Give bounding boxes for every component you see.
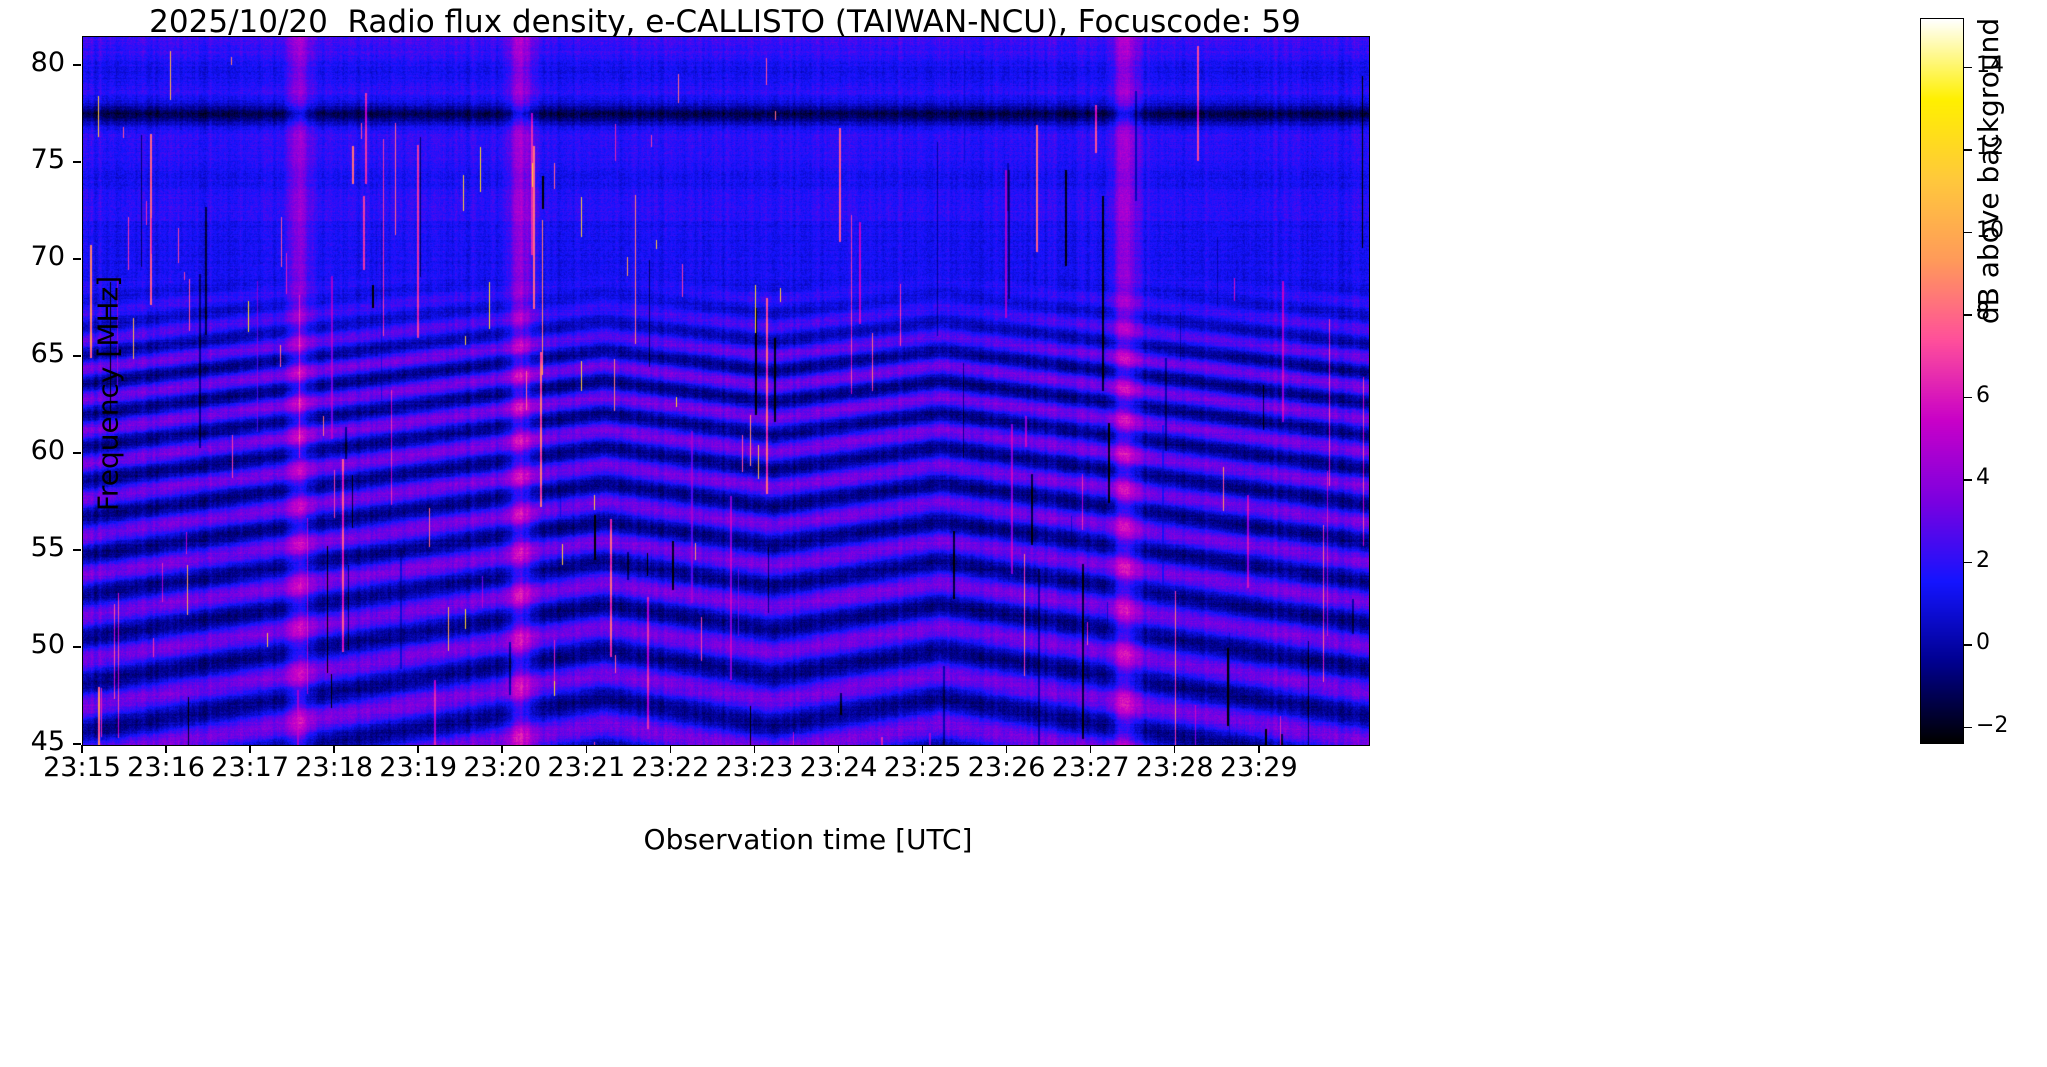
colorbar-gradient: [1920, 18, 1964, 744]
y-axis-label: Frequency [MHz]: [91, 275, 125, 512]
y-axis-tick: [73, 549, 81, 551]
y-axis-tick: [73, 743, 81, 745]
x-axis-tick-label: 23:16: [127, 752, 205, 783]
x-axis-tick: [501, 745, 504, 753]
x-axis-tick-label: 23:29: [1219, 752, 1298, 783]
x-axis-tick: [837, 745, 840, 753]
colorbar-tick: [1964, 644, 1972, 646]
x-axis-tick-label: 23:22: [631, 752, 710, 783]
x-axis-tick: [333, 745, 335, 753]
colorbar-tick: [1964, 479, 1972, 481]
y-axis-tick-label: 75: [30, 144, 65, 176]
x-axis-label: Observation time [UTC]: [643, 823, 973, 856]
colorbar-tick: [1964, 66, 1972, 69]
colorbar-tick-label: −2: [1976, 712, 2009, 738]
y-axis-tick: [73, 355, 81, 357]
x-axis-tick-label: 23:19: [379, 752, 458, 783]
x-axis-tick-label: 23:25: [883, 752, 962, 783]
x-axis-tick: [249, 745, 251, 753]
spectrogram-plot-area: Frequency [MHz] Observation time [UTC]: [82, 36, 1370, 856]
x-axis-tick-label: 23:21: [547, 752, 626, 783]
colorbar: 14 12 10 8 6 4 2 0 −2: [1920, 18, 2008, 744]
colorbar-tick-label: 8: [1976, 300, 1990, 325]
x-axis-tick: [585, 745, 588, 753]
y-axis-tick: [73, 646, 81, 648]
colorbar-tick-label: 4: [1976, 465, 1990, 490]
x-axis-tick-label: 23:28: [1135, 752, 1214, 783]
colorbar-tick: [1964, 561, 1972, 564]
x-axis-tick: [417, 745, 419, 753]
colorbar-tick: [1964, 726, 1972, 729]
y-axis-tick-label: 70: [30, 241, 65, 273]
x-axis-tick: [753, 745, 756, 753]
colorbar-tick: [1964, 396, 1972, 399]
y-axis-tick-label: 60: [30, 435, 65, 467]
page-title: 2025/10/20 Radio flux density, e-CALLIST…: [149, 4, 1301, 40]
x-axis-tick: [1005, 745, 1008, 753]
colorbar-tick: [1964, 314, 1972, 316]
colorbar-label: dB above background: [1972, 17, 2005, 325]
y-axis-tick: [73, 161, 81, 163]
x-axis-tick: [1257, 745, 1260, 753]
y-axis-tick-label: 50: [30, 629, 65, 660]
x-axis-tick-label: 23:18: [295, 752, 374, 783]
y-axis-tick-label: 55: [30, 532, 65, 564]
x-axis-tick: [165, 745, 167, 753]
x-axis-tick-label: 23:24: [799, 752, 878, 783]
y-axis-tick-label: 80: [30, 47, 65, 79]
colorbar-tick: [1964, 231, 1972, 234]
x-axis-tick-label: 23:20: [463, 752, 542, 783]
y-axis-tick: [73, 452, 81, 454]
colorbar-tick-label: 10: [1976, 217, 2004, 243]
x-axis-tick-label: 23:27: [1051, 752, 1130, 783]
x-axis-tick: [81, 745, 83, 753]
y-axis-tick-label: 65: [30, 338, 65, 370]
y-axis-tick-label: 45: [30, 726, 65, 757]
x-axis-tick-label: 23:17: [211, 752, 289, 783]
x-axis-tick-label: 23:23: [715, 752, 794, 783]
spectrogram-heatmap: [83, 37, 1369, 745]
y-axis-tick: [73, 64, 81, 66]
x-axis-tick-label: 23:26: [967, 752, 1046, 783]
x-axis-tick: [669, 745, 672, 753]
colorbar-tick-label: 14: [1976, 52, 2004, 78]
colorbar-tick-label: 0: [1976, 630, 1990, 655]
colorbar-tick-label: 12: [1976, 135, 2004, 160]
x-axis-tick: [1089, 745, 1092, 753]
colorbar-tick-label: 2: [1976, 547, 1990, 573]
x-axis-tick: [1173, 745, 1176, 753]
y-axis-tick: [73, 258, 81, 260]
colorbar-tick-label: 6: [1976, 382, 1990, 408]
colorbar-tick: [1964, 149, 1972, 151]
x-axis-tick: [921, 745, 924, 753]
x-axis-tick-label: 23:15: [43, 752, 121, 783]
